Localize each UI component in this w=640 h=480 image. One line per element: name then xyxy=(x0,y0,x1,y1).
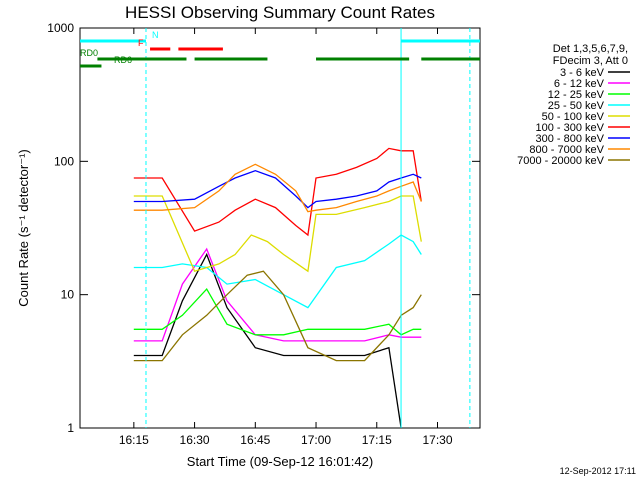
y-tick-label-0: 1 xyxy=(67,421,74,435)
x-axis-label: Start Time (09-Sep-12 16:01:42) xyxy=(187,454,373,469)
legend-entry-label-1: 6 - 12 keV xyxy=(554,78,605,90)
x-tick-label-4: 17:15 xyxy=(362,433,392,447)
legend-entry-label-2: 12 - 25 keV xyxy=(548,89,605,101)
x-tick-label-2: 16:45 xyxy=(240,433,270,447)
footer-timestamp: 12-Sep-2012 17:11 xyxy=(560,466,636,476)
flag-band-label-1: F xyxy=(138,38,144,48)
series-line-5 xyxy=(133,147,422,237)
series-line-6 xyxy=(133,170,422,209)
legend-entry-label-4: 50 - 100 keV xyxy=(542,111,605,123)
series-line-3 xyxy=(133,234,422,309)
legend-entry-label-0: 3 - 6 keV xyxy=(560,67,605,79)
y-tick-label-2: 100 xyxy=(54,154,74,168)
flag-band-label-2: RD0 xyxy=(80,48,98,58)
x-tick-label-3: 17:00 xyxy=(301,433,331,447)
plot-frame xyxy=(79,27,481,429)
legend-entry-label-3: 25 - 50 keV xyxy=(548,100,605,112)
flag-band-label-0: N xyxy=(152,30,159,40)
legend-header-line1: Det 1,3,5,6,7,9, xyxy=(553,43,628,55)
flag-band-label-3: RD6 xyxy=(114,55,132,65)
series-line-2 xyxy=(133,288,422,336)
x-tick-label-1: 16:30 xyxy=(180,433,210,447)
y-tick-label-1: 10 xyxy=(61,288,75,302)
legend-entry-label-8: 7000 - 20000 keV xyxy=(517,155,605,167)
legend-entry-label-5: 100 - 300 keV xyxy=(536,122,605,134)
legend-header-line2: FDecim 3, Att 0 xyxy=(553,55,628,67)
series-line-0 xyxy=(133,252,402,429)
x-tick-label-5: 17:30 xyxy=(422,433,452,447)
y-axis-label: Count Rate (s⁻¹ detector⁻¹) xyxy=(16,149,31,307)
chart-title: HESSI Observing Summary Count Rates xyxy=(125,3,435,22)
y-tick-label-3: 1000 xyxy=(47,21,74,35)
x-tick-label-0: 16:15 xyxy=(119,433,149,447)
legend-entry-label-6: 300 - 800 keV xyxy=(536,133,605,145)
legend-entry-label-7: 800 - 7000 keV xyxy=(529,144,604,156)
series-line-4 xyxy=(133,195,422,273)
series-line-7 xyxy=(133,163,422,213)
series-line-8 xyxy=(133,270,422,362)
series-line-1 xyxy=(133,247,422,342)
